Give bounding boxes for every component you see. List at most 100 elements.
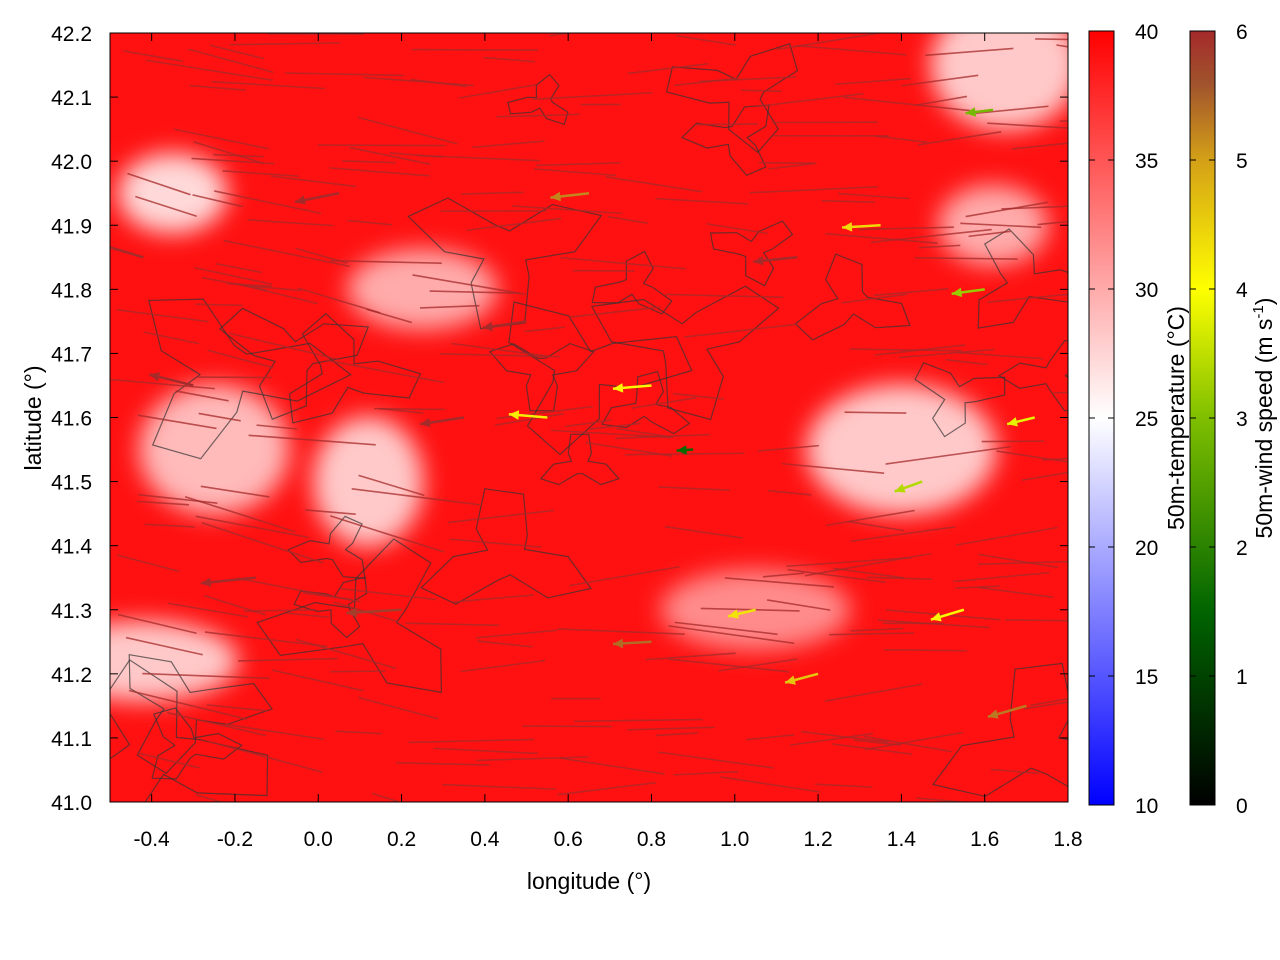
wind-vector-6	[482, 320, 527, 332]
wind-streak-6	[968, 230, 1011, 238]
wind-streak-84	[125, 636, 203, 656]
terrain-contours	[110, 43, 1068, 802]
wind-streak-198	[209, 44, 265, 60]
wind-streak-124	[978, 586, 1054, 599]
contour-line-3	[407, 197, 603, 330]
x-tick-label: -0.2	[217, 828, 253, 851]
wind-streak-193	[749, 185, 878, 194]
wind-streak-114	[342, 160, 396, 164]
wind-streak-130	[884, 648, 967, 652]
wind-streak-131	[758, 92, 864, 108]
cb-wind-ticks-4: 4	[1190, 279, 1248, 302]
wind-vector-14	[784, 672, 819, 685]
wind-streak-183	[243, 608, 316, 612]
y-tick-label: 41.7	[51, 343, 92, 366]
wind-streak-66	[656, 732, 698, 737]
wind-streak-240	[569, 565, 680, 587]
y-tick-5: 41.5	[51, 472, 1068, 495]
wind-streak-25	[718, 658, 798, 672]
wind-vector-16	[894, 480, 923, 493]
wind-streak-177	[136, 500, 190, 506]
wind-streak-97	[123, 50, 184, 63]
contour-line-14	[151, 707, 244, 780]
wind-streak-45	[192, 194, 244, 208]
wind-streak-204	[459, 84, 536, 99]
wind-streak-75	[550, 429, 671, 439]
wind-streak-76	[452, 594, 534, 603]
colorbar-tick-label: 30	[1135, 279, 1158, 302]
wind-streak-246	[144, 523, 195, 528]
wind-streak-140	[901, 74, 979, 87]
wind-streak-113	[472, 140, 545, 149]
cb-wind-ticks-0: 0	[1190, 795, 1248, 818]
contour-line-13	[794, 253, 911, 341]
wind-vectors	[110, 107, 1035, 719]
wind-streak-29	[557, 781, 656, 796]
y-tick-3: 41.3	[51, 600, 1068, 623]
wind-streak-34	[683, 323, 799, 338]
wind-streak-257	[524, 326, 565, 333]
x-tick-label: 0.8	[637, 828, 666, 851]
wind-streak-135	[841, 293, 908, 304]
colorbar-tick-label: 25	[1135, 408, 1158, 431]
y-tick-0: 41.0	[51, 792, 1068, 815]
wind-vector-15	[841, 222, 881, 232]
wind-streak-152	[914, 256, 1018, 260]
plot-area	[109, 32, 1069, 803]
wind-streak-170	[987, 293, 1068, 303]
wind-streak-220	[965, 201, 1048, 218]
wind-streak-18	[189, 84, 247, 91]
wind-streak-161	[631, 397, 697, 409]
wind-streak-148	[389, 152, 443, 158]
contour-line-11	[997, 339, 1068, 412]
wind-streak-195	[351, 487, 481, 506]
wind-streak-132	[237, 657, 339, 662]
wind-streak-191	[256, 424, 298, 430]
contour-line-0	[539, 433, 620, 486]
wind-streak-108	[838, 192, 910, 200]
contour-line-6	[601, 370, 691, 435]
colorbar-tick-label: 0	[1236, 795, 1248, 818]
cb-temp-ticks-5: 35	[1089, 150, 1158, 173]
wind-streak-81	[835, 77, 911, 86]
cool-region-7	[930, 33, 1068, 131]
wind-streak-146	[286, 612, 330, 619]
y-tick-6: 41.6	[51, 408, 1068, 431]
colorbar-tick-label: 6	[1236, 21, 1248, 44]
wind-streak-136	[222, 170, 299, 177]
cb-temp-ticks-0: 10	[1089, 795, 1158, 818]
wind-streak-222	[674, 77, 739, 87]
wind-streak-41	[925, 47, 1014, 57]
wind-streak-88	[477, 640, 533, 648]
wind-streak-15	[117, 613, 197, 635]
x-tick-label: 0.0	[304, 828, 333, 851]
wind-streak-250	[815, 783, 873, 788]
wind-streak-241	[849, 348, 962, 352]
wind-speed-label-main: 50m-wind speed (m s	[1251, 319, 1277, 539]
wind-streak-55	[532, 91, 653, 101]
y-tick-2: 41.2	[51, 664, 1068, 687]
x-axis-label: longitude (°)	[527, 868, 651, 894]
wind-streak-51	[228, 332, 341, 361]
wind-streak-180	[207, 740, 323, 773]
wind-streak-199	[833, 567, 905, 579]
x-tick-label: 1.2	[803, 828, 832, 851]
wind-streak-129	[876, 135, 927, 144]
x-tick-8: 1.2	[803, 33, 833, 851]
wind-streak-77	[858, 226, 954, 231]
wind-streak-209	[116, 554, 180, 573]
wind-streak-117	[200, 485, 270, 498]
x-tick-label: -0.4	[134, 828, 171, 851]
wind-streak-212	[128, 689, 248, 721]
contour-line-10	[709, 220, 794, 287]
contour-line-15	[914, 361, 1006, 438]
wind-streak-239	[557, 628, 685, 635]
contour-line-22	[488, 342, 595, 412]
contour-line-24	[256, 538, 443, 694]
wind-streak-252	[216, 263, 262, 274]
wind-streak-200	[825, 232, 938, 244]
wind-streak-32	[143, 331, 200, 345]
colorbar-tick-label: 5	[1236, 150, 1248, 173]
wind-streak-184	[358, 696, 439, 720]
